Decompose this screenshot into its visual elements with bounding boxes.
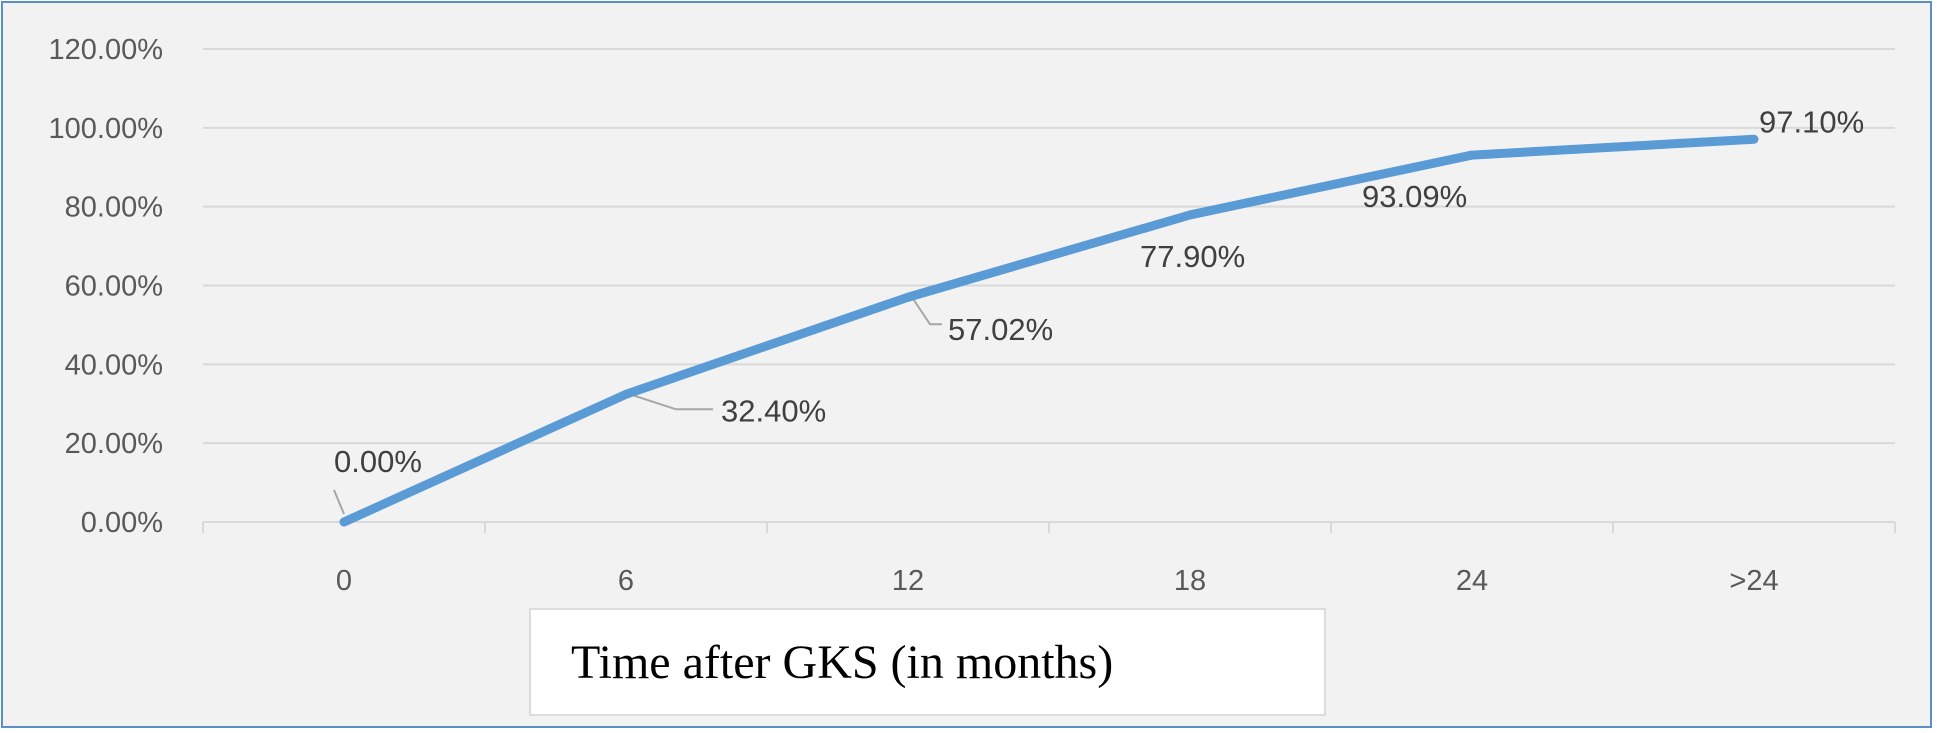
data-point — [1188, 212, 1192, 217]
data-point — [624, 392, 628, 397]
data-point — [906, 295, 910, 300]
series-line — [339, 134, 1759, 527]
y-tick-label: 60.00% — [65, 271, 163, 303]
x-tick-labels: 0 6 12 18 24 >24 — [336, 565, 1779, 597]
gridlines — [203, 48, 1895, 445]
x-tick-label: 6 — [618, 565, 634, 597]
data-point — [1470, 153, 1474, 158]
label-leaders — [333, 296, 942, 515]
y-tick-label: 20.00% — [65, 428, 163, 460]
data-label: 57.02% — [948, 312, 1053, 347]
y-tick-label: 120.00% — [49, 34, 164, 66]
y-tick-label: 100.00% — [49, 113, 164, 145]
y-tick-label: 40.00% — [65, 349, 163, 381]
line-chart: 0.00%20.00%40.00%60.00%80.00%100.00%120.… — [49, 34, 1896, 597]
data-label-leader — [629, 393, 713, 411]
data-label-leader — [333, 489, 345, 515]
data-label-leader — [911, 296, 942, 326]
series-line-group — [339, 134, 1759, 527]
data-label: 0.00% — [334, 444, 422, 479]
data-label: 97.10% — [1759, 104, 1864, 139]
x-tick-label: >24 — [1729, 565, 1778, 597]
x-axis-title-box: Time after GKS (in months) — [529, 608, 1326, 716]
data-point — [1752, 137, 1756, 142]
x-tick-label: 18 — [1174, 565, 1206, 597]
x-tick-label: 24 — [1456, 565, 1488, 597]
data-label: 93.09% — [1362, 179, 1467, 214]
data-point — [342, 520, 346, 524]
x-tick-label: 12 — [892, 565, 924, 597]
x-axis — [202, 521, 1896, 533]
x-axis-title: Time after GKS (in months) — [571, 635, 1114, 689]
y-tick-labels: 0.00% 20.00% 40.00% 60.00% 80.00% 100.00% 120.… — [49, 34, 164, 539]
x-tick-label: 0 — [336, 565, 352, 597]
data-label: 32.40% — [721, 393, 826, 428]
y-tick-label: 0.00% — [81, 507, 163, 539]
data-label: 77.90% — [1140, 239, 1245, 274]
y-tick-label: 80.00% — [65, 192, 163, 224]
data-labels: 0.00% 32.40% 57.02% 77.90% 93.09% 97.10% — [334, 104, 1864, 479]
